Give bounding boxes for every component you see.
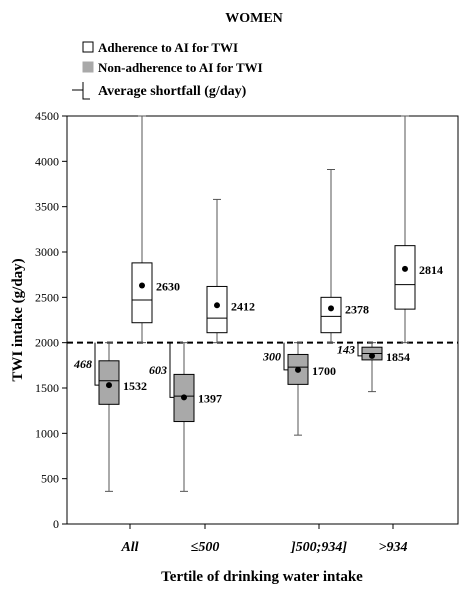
- shortfall-bracket-0: [94, 342, 99, 386]
- legend-label-adherence: Adherence to AI for TWI: [98, 40, 238, 55]
- y-tick-label-1500: 1500: [35, 381, 59, 395]
- x-tick-label-1: ≤500: [191, 540, 220, 555]
- y-axis-title: TWI intake (g/day): [10, 258, 26, 381]
- y-tick-label-3000: 3000: [35, 245, 59, 259]
- shortfall-bracket-2: [283, 342, 288, 371]
- x-tick-label-0: All: [120, 540, 138, 555]
- x-axis: All ≤500 ]500;934] >934: [120, 524, 407, 555]
- box-adherence-1-iqr-box: [206, 285, 228, 334]
- legend: Adherence to AI for TWI Non-adherence to…: [72, 40, 263, 100]
- box-non-adherence-0-mean-dot: [106, 382, 112, 389]
- box-non-adherence-1-mean-dot: [181, 394, 187, 401]
- y-axis: 0 500 1000 1500 2000 2500 3000 3500 4000 4500: [35, 109, 67, 531]
- plot-area-frame: [66, 115, 459, 525]
- box-adherence-2-iqr-box: [320, 296, 342, 334]
- legend-label-non-adherence: Non-adherence to AI for TWI: [98, 60, 263, 75]
- shortfall-label-2: 300: [262, 349, 281, 363]
- box-adherence-0-iqr-box: [131, 262, 153, 324]
- y-tick-label-4500: 4500: [35, 109, 59, 123]
- shortfall-label-1: 603: [149, 363, 167, 377]
- legend-label-shortfall: Average shortfall (g/day): [98, 84, 247, 99]
- legend-swatch-non-adherence: [82, 61, 94, 73]
- y-tick-label-3500: 3500: [35, 200, 59, 214]
- box-non-adherence-2-mean-label: 1700: [312, 364, 336, 378]
- box-non-adherence-1: 1397 603: [149, 342, 222, 492]
- box-adherence-1: 2412: [206, 198, 255, 344]
- x-axis-title: Tertile of drinking water intake: [161, 569, 363, 585]
- box-non-adherence-3-mean-label: 1854: [386, 350, 410, 364]
- box-non-adherence-3: 1854 143: [337, 342, 410, 393]
- x-tick-label-2: ]500;934]: [290, 540, 347, 555]
- shortfall-label-3: 143: [337, 342, 355, 356]
- box-plots: 2630 2412 2378 2814 1532 468 1397 603 1700 300 185…: [73, 115, 443, 492]
- chart-title: WOMEN: [225, 11, 283, 26]
- box-adherence-1-mean-dot: [214, 302, 220, 309]
- legend-swatch-shortfall-bracket: [72, 82, 90, 100]
- box-adherence-3: 2814: [394, 115, 443, 344]
- y-tick-label-500: 500: [41, 472, 59, 486]
- box-non-adherence-0: 1532 468: [73, 342, 147, 492]
- y-tick-label-1000: 1000: [35, 426, 59, 440]
- box-non-adherence-0-mean-label: 1532: [123, 379, 147, 393]
- box-non-adherence-1-mean-label: 1397: [198, 391, 222, 405]
- box-adherence-0-mean-dot: [139, 282, 145, 289]
- box-adherence-0-mean-label: 2630: [156, 280, 180, 294]
- box-non-adherence-2: 1700 300: [262, 342, 336, 436]
- y-tick-label-0: 0: [53, 517, 59, 531]
- box-non-adherence-2-mean-dot: [295, 366, 301, 373]
- box-adherence-3-iqr-box: [394, 245, 416, 310]
- box-non-adherence-3-mean-dot: [369, 352, 375, 359]
- shortfall-bracket-3: [357, 342, 362, 357]
- box-adherence-0: 2630: [131, 115, 180, 344]
- box-adherence-3-mean-label: 2814: [419, 263, 443, 277]
- box-adherence-3-mean-dot: [402, 265, 408, 272]
- y-tick-label-4000: 4000: [35, 154, 59, 168]
- shortfall-label-0: 468: [73, 357, 92, 371]
- box-adherence-2-mean-dot: [328, 305, 334, 312]
- box-adherence-2-mean-label: 2378: [345, 302, 369, 316]
- box-adherence-1-mean-label: 2412: [231, 299, 255, 313]
- y-tick-label-2500: 2500: [35, 290, 59, 304]
- y-tick-label-2000: 2000: [35, 336, 59, 350]
- shortfall-bracket-1: [169, 342, 174, 398]
- x-tick-label-3: >934: [379, 540, 408, 555]
- legend-swatch-adherence: [82, 41, 94, 53]
- box-adherence-2: 2378: [320, 168, 369, 344]
